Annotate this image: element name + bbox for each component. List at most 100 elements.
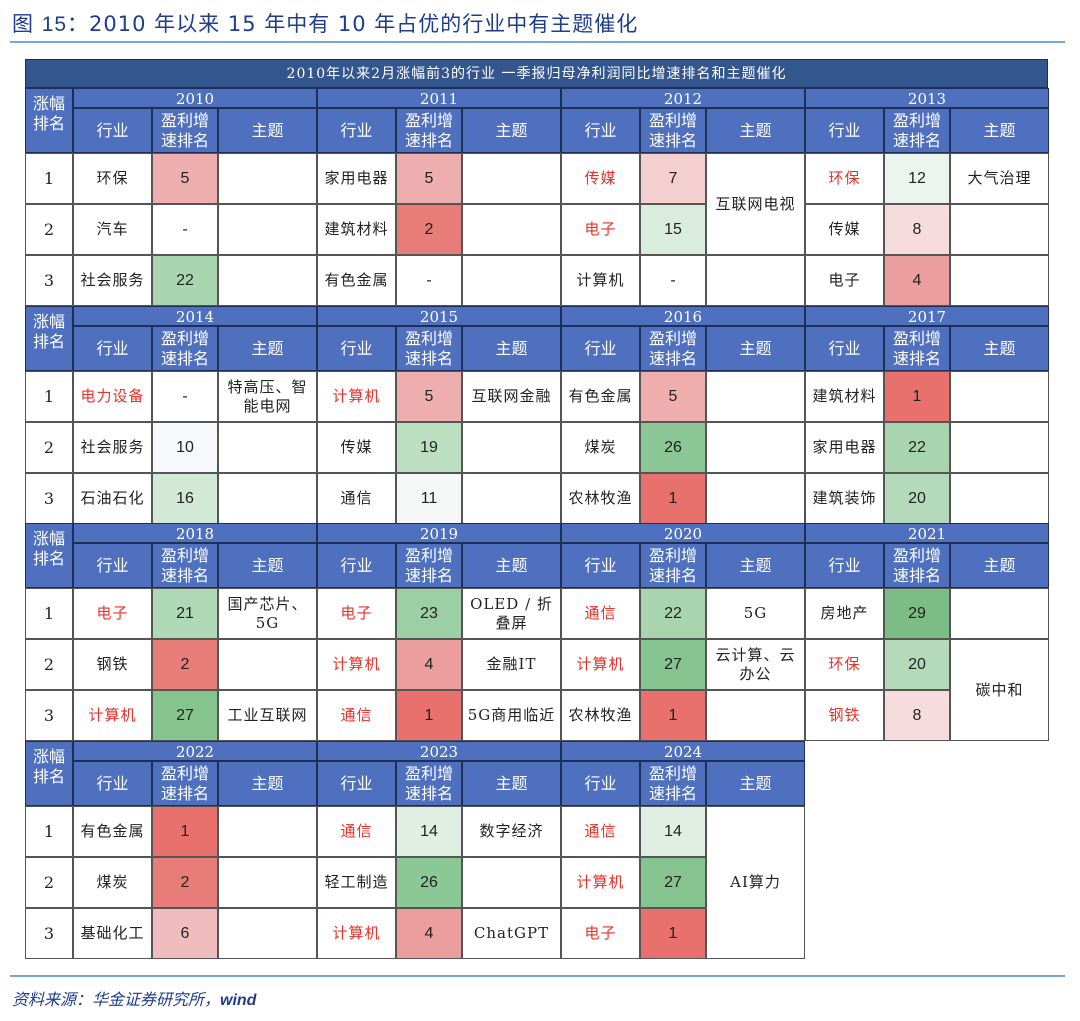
industry-header: 行业: [317, 761, 396, 806]
profit-rank-cell: 6: [152, 908, 218, 959]
theme-cell: [462, 422, 561, 473]
year-header: 2012: [561, 88, 805, 108]
profit-rank-cell: 22: [884, 422, 950, 473]
theme-cell: [462, 857, 561, 908]
industry-cell: 传媒: [805, 204, 884, 255]
year-header: 2021: [805, 523, 1049, 543]
profit-rank-cell: 26: [640, 422, 706, 473]
theme-cell: [218, 806, 317, 857]
industry-cell: 计算机: [561, 857, 640, 908]
theme-cell: 大气治理: [950, 153, 1049, 204]
year-header: 2016: [561, 306, 805, 326]
industry-cell: 电力设备: [73, 371, 152, 422]
theme-cell: [950, 371, 1049, 422]
profit-rank-header: 盈利增速排名: [152, 326, 218, 371]
industry-cell: 社会服务: [73, 422, 152, 473]
industry-cell: 家用电器: [317, 153, 396, 204]
profit-rank-cell: 20: [884, 639, 950, 690]
industry-header: 行业: [317, 108, 396, 153]
profit-rank-cell: 1: [640, 473, 706, 524]
theme-cell: [462, 473, 561, 524]
theme-cell: OLED / 折叠屏: [462, 588, 561, 639]
industry-cell: 传媒: [317, 422, 396, 473]
theme-header: 主题: [950, 326, 1049, 371]
profit-rank-header: 盈利增速排名: [884, 108, 950, 153]
profit-rank-cell: 8: [884, 690, 950, 741]
rank-cell: 2: [25, 204, 73, 255]
industry-cell: 通信: [317, 690, 396, 741]
profit-rank-cell: 2: [396, 204, 462, 255]
industry-cell: 计算机: [561, 255, 640, 306]
profit-rank-cell: 4: [396, 639, 462, 690]
profit-rank-cell: 4: [884, 255, 950, 306]
theme-cell: [950, 588, 1049, 639]
theme-header: 主题: [706, 108, 805, 153]
theme-header: 主题: [706, 326, 805, 371]
rank-cell: 3: [25, 908, 73, 959]
theme-cell: [218, 857, 317, 908]
profit-rank-cell: 10: [152, 422, 218, 473]
profit-rank-cell: -: [152, 204, 218, 255]
profit-rank-cell: -: [396, 255, 462, 306]
theme-cell: [462, 255, 561, 306]
theme-cell: [218, 422, 317, 473]
industry-cell: 环保: [73, 153, 152, 204]
theme-header: 主题: [950, 543, 1049, 588]
industry-header: 行业: [561, 326, 640, 371]
rank-cell: 2: [25, 639, 73, 690]
theme-cell: [950, 473, 1049, 524]
profit-rank-cell: 27: [152, 690, 218, 741]
profit-rank-cell: 1: [640, 690, 706, 741]
theme-header: 主题: [218, 108, 317, 153]
theme-cell: [706, 422, 805, 473]
industry-cell: 电子: [317, 588, 396, 639]
industry-header: 行业: [561, 108, 640, 153]
theme-header: 主题: [706, 761, 805, 806]
year-header: 2018: [73, 523, 317, 543]
profit-rank-cell: 2: [152, 857, 218, 908]
theme-cell: 5G: [706, 588, 805, 639]
rank-header: 涨幅排名: [25, 88, 73, 153]
industry-cell: 通信: [561, 806, 640, 857]
figure-title-prefix: 图: [12, 12, 42, 36]
rank-cell: 1: [25, 153, 73, 204]
merged-theme-cell: AI算力: [706, 806, 805, 959]
profit-rank-cell: 22: [640, 588, 706, 639]
industry-header: 行业: [73, 543, 152, 588]
theme-cell: [950, 255, 1049, 306]
table-banner: 2010年以来2月涨幅前3的行业 一季报归母净利润同比增速排名和主题催化: [25, 59, 1048, 88]
industry-cell: 有色金属: [73, 806, 152, 857]
industry-cell: 通信: [561, 588, 640, 639]
industry-cell: 通信: [317, 806, 396, 857]
theme-header: 主题: [218, 543, 317, 588]
source-note: 资料来源：华金证券研究所，wind: [12, 986, 256, 1010]
profit-rank-header: 盈利增速排名: [640, 108, 706, 153]
industry-cell: 传媒: [561, 153, 640, 204]
industry-cell: 建筑材料: [317, 204, 396, 255]
theme-cell: [950, 422, 1049, 473]
industry-header: 行业: [73, 326, 152, 371]
year-header: 2013: [805, 88, 1049, 108]
rank-header: 涨幅排名: [25, 306, 73, 371]
profit-rank-cell: 15: [640, 204, 706, 255]
industry-cell: 房地产: [805, 588, 884, 639]
profit-rank-cell: 8: [884, 204, 950, 255]
theme-cell: 国产芯片、5G: [218, 588, 317, 639]
year-header: 2022: [73, 741, 317, 761]
profit-rank-cell: 5: [396, 153, 462, 204]
year-header: 2020: [561, 523, 805, 543]
rank-cell: 3: [25, 690, 73, 741]
year-header: 2014: [73, 306, 317, 326]
profit-rank-cell: 5: [152, 153, 218, 204]
rank-cell: 3: [25, 255, 73, 306]
industry-cell: 环保: [805, 639, 884, 690]
industry-header: 行业: [317, 326, 396, 371]
industry-cell: 基础化工: [73, 908, 152, 959]
theme-header: 主题: [462, 543, 561, 588]
profit-rank-cell: 12: [884, 153, 950, 204]
theme-cell: 云计算、云办公: [706, 639, 805, 690]
industry-cell: 电子: [561, 204, 640, 255]
profit-rank-cell: 4: [396, 908, 462, 959]
source-label: 资料来源：华金证券研究所，: [12, 990, 221, 1009]
industry-header: 行业: [317, 543, 396, 588]
